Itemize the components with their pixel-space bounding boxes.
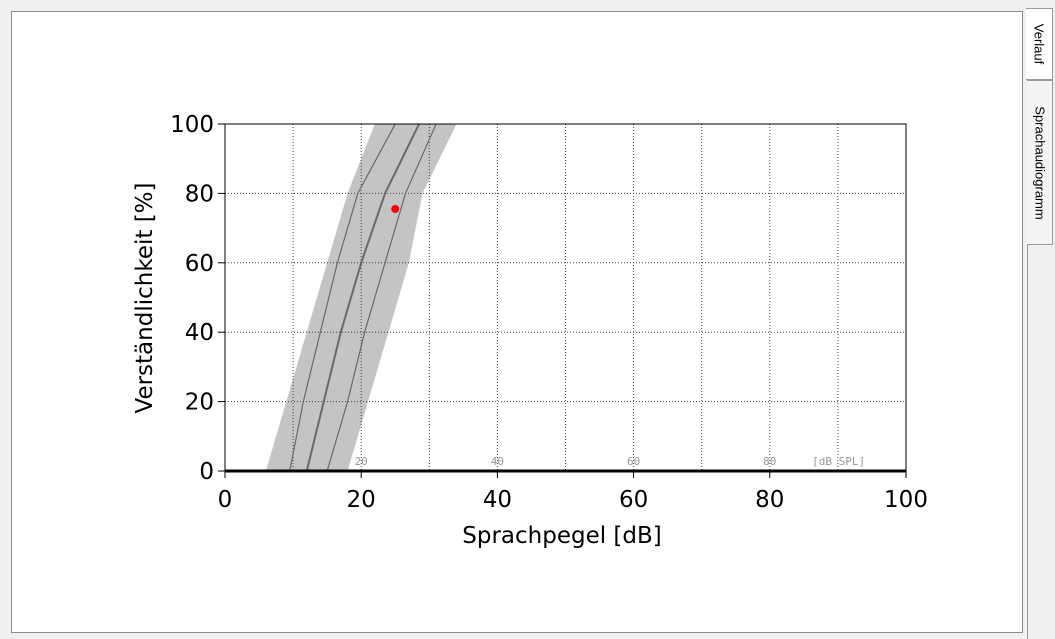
curve-line-1 [289, 124, 396, 472]
x-tick-label: 0 [218, 487, 233, 513]
x-tick-label: 100 [884, 487, 928, 513]
y-tick-label: 40 [185, 320, 214, 346]
y-tick-label: 60 [185, 251, 214, 277]
tab-strip-rest [1027, 245, 1054, 639]
curve-line-2 [305, 124, 420, 472]
tab-sprachaudiogramm-label: Sprachaudiogramm [1032, 105, 1047, 220]
chart-panel: 0 20 40 60 80 100 0 20 40 60 80 100 20 40 60 80 [dB SPL… [11, 11, 1023, 633]
side-tab-strip: Verlauf Sprachaudiogramm [1024, 8, 1055, 639]
normal-range-band [265, 124, 457, 471]
tab-verlauf-label: Verlauf [1031, 23, 1047, 65]
x-tick-label: 40 [483, 487, 512, 513]
tab-verlauf[interactable]: Verlauf [1026, 8, 1053, 80]
x-axis-title: Sprachpegel [dB] [462, 523, 662, 549]
spl-tick-label: 40 [491, 455, 504, 468]
measurement-point [391, 205, 400, 214]
x-tick-label: 60 [619, 487, 648, 513]
y-axis-title: Verständlichkeit [%] [132, 183, 158, 414]
tab-sprachaudiogramm[interactable]: Sprachaudiogramm [1027, 80, 1053, 245]
x-tick-label: 80 [755, 487, 784, 513]
spl-tick-label: 60 [627, 455, 640, 468]
speech-audiogram-chart: 0 20 40 60 80 100 0 20 40 60 80 100 20 40 60 80 [dB SPL… [132, 112, 928, 549]
spl-tick-label: 80 [763, 455, 776, 468]
y-tick-label: 0 [199, 459, 214, 485]
spl-tick-label: 20 [355, 455, 368, 468]
curve-line-3 [326, 124, 437, 472]
y-tick-label: 100 [170, 112, 214, 138]
y-tick-label: 80 [185, 181, 214, 207]
spl-unit-label: [dB SPL] [812, 455, 865, 468]
x-tick-label: 20 [347, 487, 376, 513]
y-tick-label: 20 [185, 390, 214, 416]
